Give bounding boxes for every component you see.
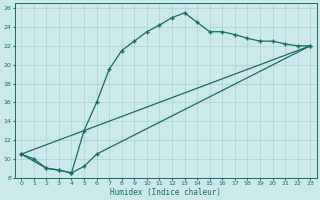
X-axis label: Humidex (Indice chaleur): Humidex (Indice chaleur) xyxy=(110,188,221,197)
